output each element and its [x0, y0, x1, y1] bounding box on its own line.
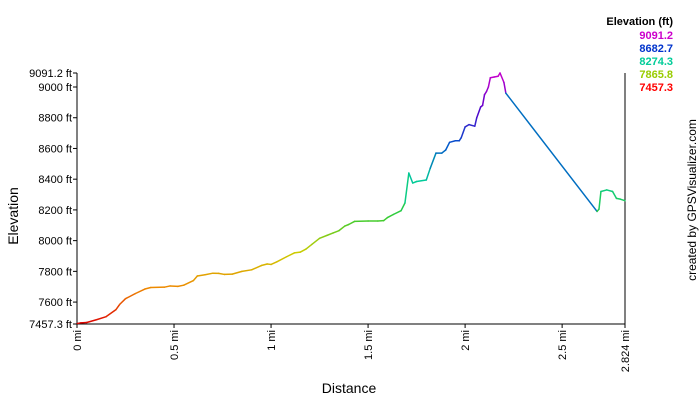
elevation-segment [400, 202, 406, 212]
elevation-segment [441, 149, 447, 154]
x-tick-label: 1.5 mi [363, 330, 375, 360]
elevation-segment [241, 269, 253, 273]
elevation-segment [177, 284, 185, 288]
elevation-segment [505, 92, 598, 213]
elevation-segment [115, 303, 121, 311]
elevation-segment [217, 272, 226, 276]
elevation-segment [163, 285, 171, 288]
elevation-segment [474, 116, 478, 127]
y-tick-label: 9000 ft [38, 82, 72, 94]
elevation-segment [425, 167, 431, 181]
elevation-segment [299, 248, 307, 253]
elevation-segment [293, 251, 301, 254]
elevation-segment [598, 190, 602, 210]
y-tick-label: 8200 ft [38, 205, 72, 217]
elevation-segment [270, 261, 278, 266]
y-tick-label: 8400 ft [38, 174, 72, 186]
elevation-segment [124, 292, 136, 300]
legend-entry: 7457.3 [639, 82, 673, 94]
y-axis-title: Elevation [5, 187, 21, 245]
elevation-segment [404, 172, 410, 204]
elevation-segment [476, 106, 482, 119]
legend-entry: 8274.3 [639, 56, 673, 68]
elevation-segment [250, 264, 263, 271]
credit-text: created by GPSVisualizer.com [685, 119, 699, 281]
legend-entry: 8682.7 [639, 43, 673, 55]
elevation-segment [276, 256, 288, 263]
elevation-segment [468, 123, 476, 127]
elevation-segment [338, 225, 346, 232]
y-tick-label: 7600 ft [38, 297, 72, 309]
elevation-segment [464, 123, 470, 128]
elevation-segment [182, 279, 195, 286]
x-axis: 0 mi 0.5 mi 1 mi 1.5 mi 2 mi 2.5 mi 2.824 mi [72, 324, 632, 372]
elevation-segment [386, 213, 395, 219]
elevation-segment [105, 309, 117, 318]
x-axis-title: Distance [322, 380, 377, 396]
elevation-segment [204, 272, 214, 276]
elevation-segment [332, 229, 340, 234]
elevation-segment [503, 81, 507, 94]
elevation-segment [392, 209, 402, 216]
legend-entry: 9091.2 [639, 30, 673, 42]
plot-frame [76, 73, 626, 325]
elevation-segment [231, 270, 243, 275]
y-axis: 7457.3 ft 7600 ft 7800 ft 8000 ft 8200 ft 840… [29, 68, 77, 331]
elevation-segment [118, 297, 127, 306]
x-tick-label: 2.5 mi [557, 330, 569, 360]
elevation-segment [606, 189, 614, 193]
elevation-segment [619, 198, 626, 202]
x-tick-label: 1 mi [266, 330, 278, 351]
y-tick-label: 7800 ft [38, 266, 72, 278]
elevation-segment [429, 152, 437, 170]
elevation-segment [415, 179, 428, 183]
x-tick-label: 0.5 mi [169, 330, 181, 360]
x-tick-label: 2.824 mi [620, 330, 632, 372]
elevation-segment [347, 220, 356, 226]
legend-title: Elevation (ft) [606, 16, 673, 28]
elevation-segment [499, 72, 505, 84]
elevation-segment [444, 141, 451, 151]
elevation-segment [326, 232, 334, 236]
y-tick-label: 8000 ft [38, 236, 72, 248]
elevation-segment [382, 216, 389, 222]
elevation-segment [487, 77, 492, 88]
elevation-profile [76, 72, 626, 325]
legend: Elevation (ft) 9091.28682.78274.37865.87… [606, 16, 673, 94]
elevation-segment [600, 189, 608, 193]
elevation-segment [95, 315, 107, 321]
x-tick-label: 2 mi [460, 330, 472, 351]
elevation-segment [285, 252, 296, 258]
y-tick-label: 8600 ft [38, 143, 72, 155]
elevation-segment [460, 126, 466, 139]
y-tick-label: 8800 ft [38, 113, 72, 125]
y-tick-label: 9091.2 ft [29, 68, 72, 80]
elevation-segment [144, 286, 152, 290]
elevation-segment [318, 234, 329, 240]
elevation-segment [260, 263, 268, 267]
elevation-segment [408, 172, 414, 184]
x-tick-label: 0 mi [72, 330, 84, 351]
elevation-segment [481, 93, 486, 107]
elevation-segment [85, 318, 98, 324]
elevation-segment [305, 243, 313, 250]
elevation-segment [192, 275, 199, 282]
elevation-segment [311, 237, 321, 246]
elevation-segment [196, 273, 206, 277]
elevation-segment [611, 190, 618, 200]
legend-entry: 7865.8 [639, 69, 673, 81]
elevation-segment [485, 86, 490, 93]
elevation-segment [448, 140, 457, 144]
elevation-segment [134, 288, 146, 295]
y-tick-label: 7457.3 ft [29, 319, 72, 331]
